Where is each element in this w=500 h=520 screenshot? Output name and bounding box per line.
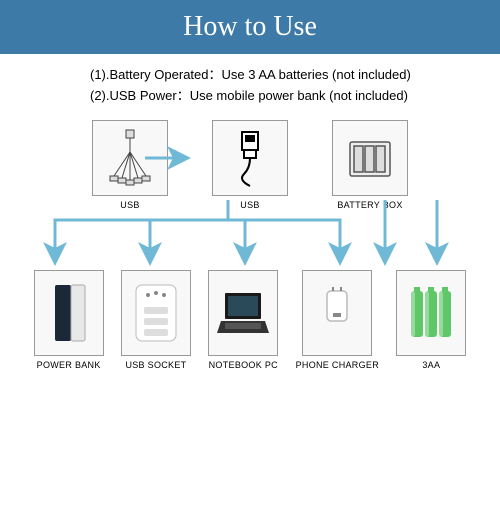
header-bar: How to Use xyxy=(0,0,500,54)
item-battery-box: BATTERY BOX xyxy=(332,120,408,210)
item-label: USB xyxy=(240,200,259,210)
instructions: (1).Battery Operated：Use 3 AA batteries … xyxy=(0,54,500,120)
item-label: BATTERY BOX xyxy=(337,200,402,210)
item-label: NOTEBOOK PC xyxy=(209,360,278,370)
instruction-line-2: (2).USB Power：Use mobile power bank (not… xyxy=(90,85,500,104)
item-usb-plug: USB xyxy=(212,120,288,210)
item-powerbank: POWER BANK xyxy=(34,270,104,370)
item-usb-socket: USB SOCKET xyxy=(121,270,191,370)
usb-plug-icon xyxy=(212,120,288,196)
battery-box-icon xyxy=(332,120,408,196)
item-label: POWER BANK xyxy=(37,360,101,370)
item-label: PHONE CHARGER xyxy=(296,360,379,370)
item-charger: PHONE CHARGER xyxy=(296,270,379,370)
item-label: USB xyxy=(120,200,139,210)
item-laptop: NOTEBOOK PC xyxy=(208,270,278,370)
page-title: How to Use xyxy=(183,11,317,43)
phone-charger-icon xyxy=(302,270,372,356)
usb-multi-icon xyxy=(92,120,168,196)
batteries-icon xyxy=(396,270,466,356)
top-row: USB USB xyxy=(20,120,480,210)
usb-socket-icon xyxy=(121,270,191,356)
instruction-line-1: (1).Battery Operated：Use 3 AA batteries … xyxy=(90,64,500,83)
item-label: USB SOCKET xyxy=(125,360,186,370)
item-3aa: 3AA xyxy=(396,270,466,370)
powerbank-icon xyxy=(34,270,104,356)
laptop-icon xyxy=(208,270,278,356)
item-label: 3AA xyxy=(422,360,440,370)
diagram-area: USB USB xyxy=(0,120,500,370)
item-usb-multi: USB xyxy=(92,120,168,210)
bottom-row: POWER BANK USB SOCKET xyxy=(20,270,480,370)
